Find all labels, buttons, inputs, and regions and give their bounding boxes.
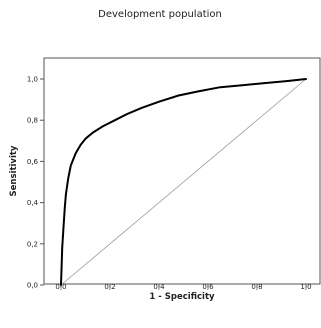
y-tick-label: 0,2 bbox=[27, 240, 38, 248]
reference-diagonal-line bbox=[60, 78, 307, 286]
y-tick-label: 0,8 bbox=[27, 117, 38, 125]
y-axis-label: Sensitivity bbox=[9, 145, 19, 196]
y-tick-label: 0,4 bbox=[27, 199, 39, 207]
x-axis-label: 1 - Specificity bbox=[149, 292, 215, 302]
x-tick-label: 0,6 bbox=[202, 283, 214, 291]
x-tick-label: 0,0 bbox=[55, 283, 66, 291]
x-tick-label: 0,4 bbox=[153, 283, 165, 291]
roc-curve-line bbox=[60, 78, 307, 286]
x-tick-label: 0,2 bbox=[104, 283, 115, 291]
y-tick-label: 0,6 bbox=[27, 158, 39, 166]
x-tick-label: 1,0 bbox=[300, 283, 311, 291]
y-axis-ticks: 0,0 0,2 0,4 0,6 0,8 1,0 bbox=[27, 76, 44, 290]
x-axis-ticks: 0,0 0,2 0,4 0,6 0,8 1,0 bbox=[55, 283, 311, 291]
plot-frame bbox=[43, 57, 321, 285]
y-tick-label: 1,0 bbox=[27, 76, 38, 84]
x-tick-label: 0,8 bbox=[251, 283, 262, 291]
chart-title: Development population bbox=[98, 9, 222, 20]
y-tick-label: 0,0 bbox=[27, 282, 38, 290]
